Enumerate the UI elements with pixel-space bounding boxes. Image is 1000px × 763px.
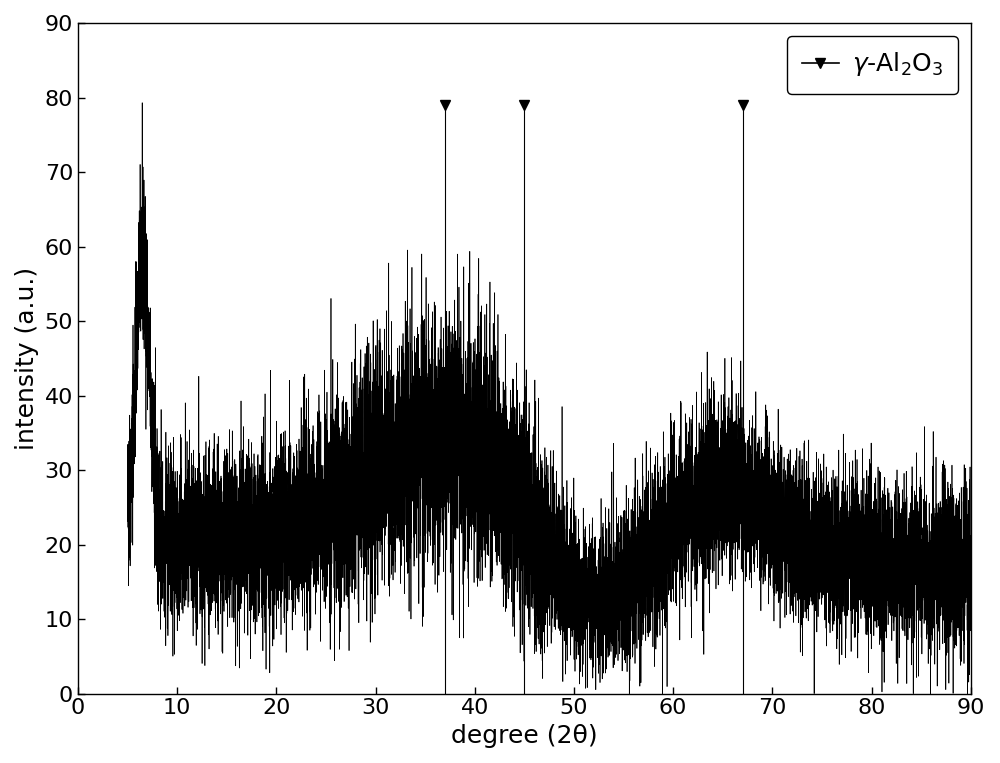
X-axis label: degree (2θ): degree (2θ) (451, 724, 598, 748)
Legend: $\gamma$-Al$_2$O$_3$: $\gamma$-Al$_2$O$_3$ (787, 36, 958, 94)
Y-axis label: intensity (a.u.): intensity (a.u.) (15, 267, 39, 450)
